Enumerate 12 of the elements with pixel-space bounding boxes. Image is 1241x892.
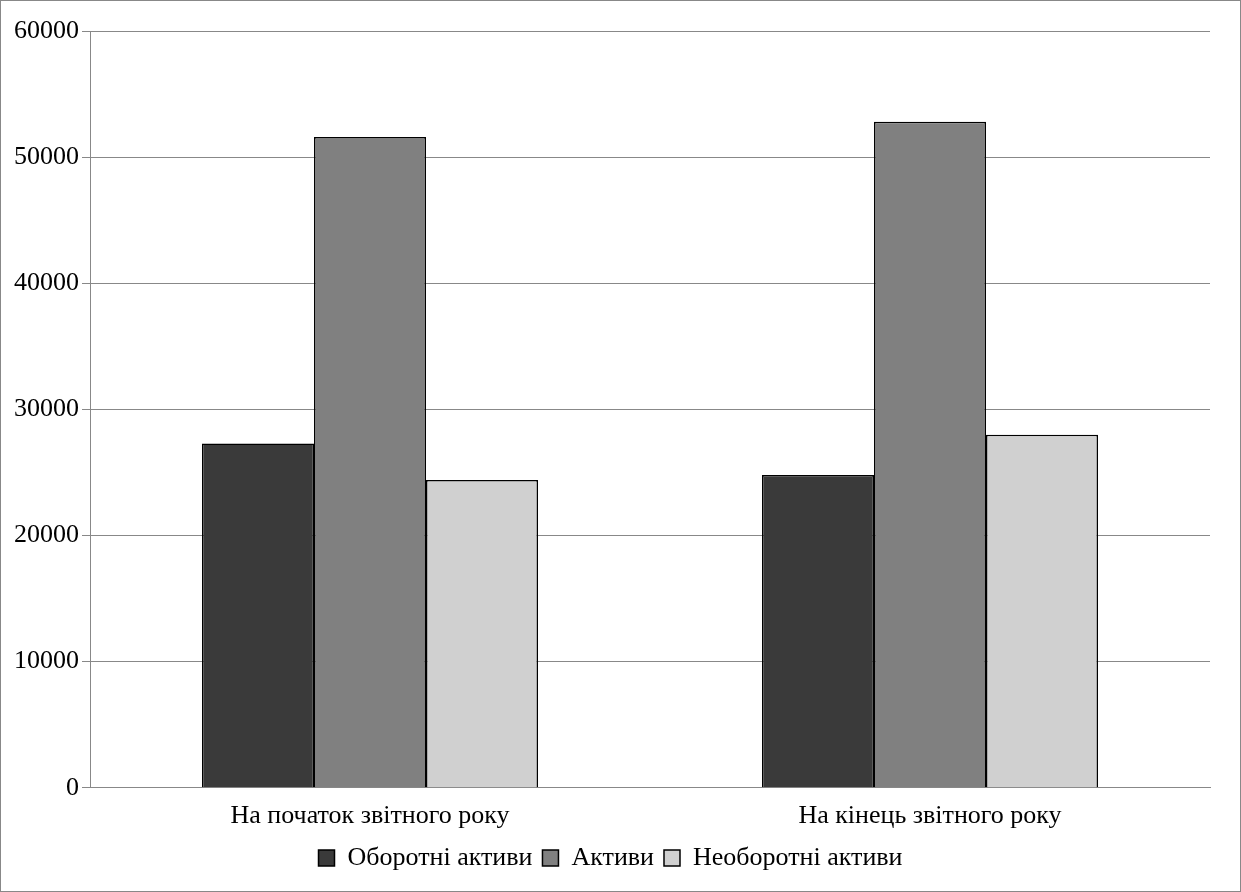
- legend-label: Оборотні активи: [347, 841, 533, 871]
- y-tick-label: 60000: [14, 14, 79, 44]
- legend-label: Необоротні активи: [693, 841, 903, 871]
- y-tick-label: 0: [66, 771, 79, 801]
- y-tick-label: 10000: [14, 645, 79, 675]
- legend-label: Активи: [571, 841, 655, 871]
- x-tick-label: На початок звітного року: [230, 800, 510, 830]
- y-tick-label: 40000: [14, 267, 79, 297]
- y-tick-label: 20000: [14, 519, 79, 549]
- y-tick-label: 50000: [14, 140, 79, 170]
- y-tick-label: 30000: [14, 393, 79, 423]
- x-tick-label: На кінець звітного року: [798, 800, 1062, 830]
